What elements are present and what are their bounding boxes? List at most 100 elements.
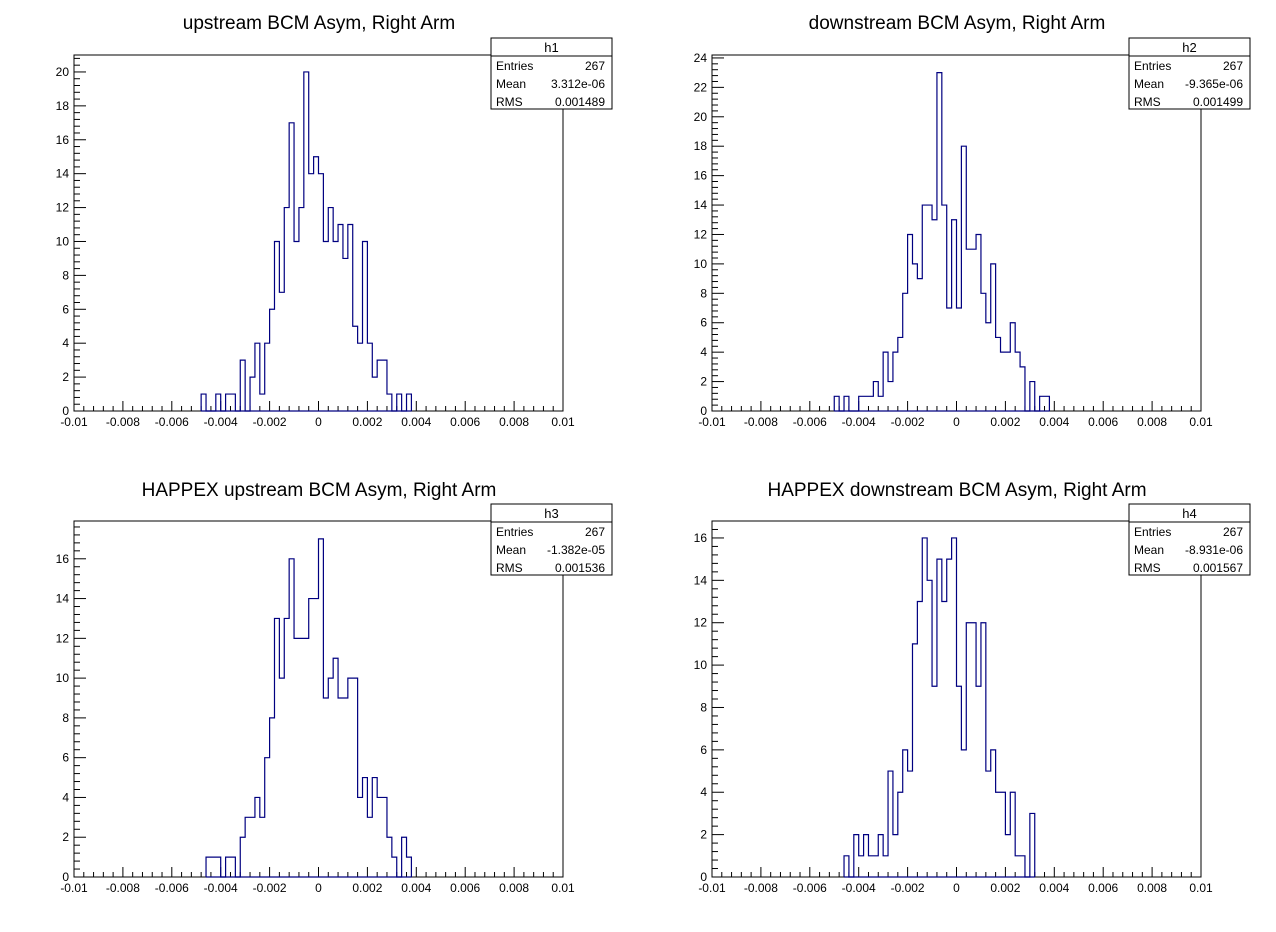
histogram-bin <box>996 337 1001 411</box>
histogram-bin <box>372 778 377 877</box>
histogram-bin <box>289 559 294 877</box>
histogram-bin <box>859 856 864 877</box>
histogram-bin <box>1030 813 1035 877</box>
histogram-bin <box>377 360 382 411</box>
stats-entries-label: Entries <box>496 59 533 73</box>
y-tick-label: 18 <box>694 139 708 153</box>
x-tick-label: -0.006 <box>793 415 827 429</box>
stats-entries-value: 267 <box>1223 525 1243 539</box>
stats-rms-label: RMS <box>496 95 523 109</box>
histogram-bin <box>878 396 883 411</box>
x-tick-label: 0.004 <box>1039 415 1069 429</box>
histogram-bin <box>864 835 869 877</box>
y-tick-label: 8 <box>700 700 707 714</box>
histogram-bin <box>294 241 299 411</box>
histogram-bin <box>976 234 981 411</box>
y-tick-label: 12 <box>56 631 70 645</box>
histogram-bins <box>833 72 1051 412</box>
y-tick-label: 10 <box>56 234 70 248</box>
histogram-bin <box>898 337 903 411</box>
x-tick-label: 0.008 <box>499 881 529 895</box>
histogram-bin <box>937 73 942 411</box>
x-axis: -0.01 -0.008 -0.006 -0.004 -0.002 0 0.002 0.004… <box>698 867 1213 895</box>
x-tick-label: 0.008 <box>499 415 529 429</box>
histogram-bin <box>314 599 319 877</box>
histogram-bin <box>991 264 996 411</box>
stats-rms-value: 0.001536 <box>555 561 605 575</box>
histogram-bin <box>888 771 893 877</box>
histogram-bin <box>270 309 275 411</box>
histogram-bin <box>265 343 270 411</box>
x-tick-label: -0.008 <box>106 415 140 429</box>
histogram-bin <box>260 817 265 877</box>
stats-box-frame <box>1128 503 1251 576</box>
stats-box: h2 Entries 267 Mean -9.365e-06 RMS 0.001… <box>1128 37 1251 110</box>
histogram-bin <box>966 623 971 877</box>
histogram-bin <box>957 686 962 877</box>
stats-mean-label: Mean <box>496 543 526 557</box>
y-tick-label: 4 <box>62 336 69 350</box>
histogram-bin <box>333 241 338 411</box>
histogram-bin <box>952 538 957 877</box>
histogram-bin <box>304 638 309 877</box>
x-tick-label: 0.004 <box>1039 881 1069 895</box>
histogram-bin <box>387 394 392 411</box>
stats-rms-value: 0.001489 <box>555 95 605 109</box>
histogram-bin <box>323 241 328 411</box>
histogram-bin <box>859 396 864 411</box>
histogram-bin <box>377 797 382 877</box>
y-tick-label: 6 <box>700 316 707 330</box>
histogram-panel-h2: downstream BCM Asym, Right Arm -0.01 -0.0… <box>694 13 1251 429</box>
histogram-bin <box>864 396 869 411</box>
histogram-bin <box>873 856 878 877</box>
x-tick-label: 0.006 <box>450 881 480 895</box>
y-tick-label: 10 <box>694 658 708 672</box>
stats-box: h3 Entries 267 Mean -1.382e-05 RMS 0.001… <box>490 503 613 576</box>
histogram-bin <box>893 352 898 411</box>
histogram-bin <box>996 792 1001 877</box>
histogram-bin <box>883 352 888 411</box>
y-tick-label: 6 <box>62 302 69 316</box>
stats-hist-name: h2 <box>1182 40 1196 55</box>
histogram-bin <box>309 599 314 877</box>
histogram-bin <box>981 623 986 877</box>
histogram-bin <box>912 264 917 411</box>
y-tick-label: 12 <box>56 201 70 215</box>
histogram-bin <box>927 205 932 411</box>
histogram-bin <box>353 678 358 877</box>
histogram-bin <box>255 343 260 411</box>
y-tick-label: 0 <box>62 404 69 418</box>
x-tick-label: 0.01 <box>1189 415 1213 429</box>
histogram-bin <box>314 157 319 411</box>
histogram-bin <box>250 377 255 411</box>
x-tick-label: 0.006 <box>1088 881 1118 895</box>
x-tick-label: -0.002 <box>253 881 287 895</box>
stats-mean-value: -9.365e-06 <box>1185 77 1243 91</box>
histogram-bin <box>834 396 839 411</box>
histogram-bin <box>240 837 245 877</box>
stats-rms-label: RMS <box>496 561 523 575</box>
y-tick-label: 14 <box>694 573 708 587</box>
x-tick-label: 0 <box>953 881 960 895</box>
histogram-bin <box>947 308 952 411</box>
histogram-bin <box>908 234 913 411</box>
histogram-bin <box>981 293 986 411</box>
stats-rms-value: 0.001499 <box>1193 95 1243 109</box>
histogram-panel-h1: upstream BCM Asym, Right Arm -0.01 -0.008… <box>56 13 613 429</box>
histogram-bin <box>912 644 917 877</box>
x-tick-label: -0.008 <box>744 415 778 429</box>
histogram-bin <box>922 538 927 877</box>
y-tick-label: 0 <box>700 870 707 884</box>
histogram-bin <box>382 360 387 411</box>
x-tick-label: -0.004 <box>204 415 238 429</box>
x-tick-label: 0.004 <box>401 881 431 895</box>
histogram-bin <box>216 857 221 877</box>
stats-entries-label: Entries <box>1134 59 1171 73</box>
histogram-panel-h4: HAPPEX downstream BCM Asym, Right Arm -0… <box>694 480 1251 895</box>
x-tick-label: 0.006 <box>1088 415 1118 429</box>
histogram-bin <box>878 835 883 877</box>
y-axis: 0 2 4 6 8 10 12 14 16 <box>56 526 86 884</box>
histogram-bin <box>1005 835 1010 877</box>
histogram-bin <box>216 394 221 411</box>
stats-mean-label: Mean <box>496 77 526 91</box>
